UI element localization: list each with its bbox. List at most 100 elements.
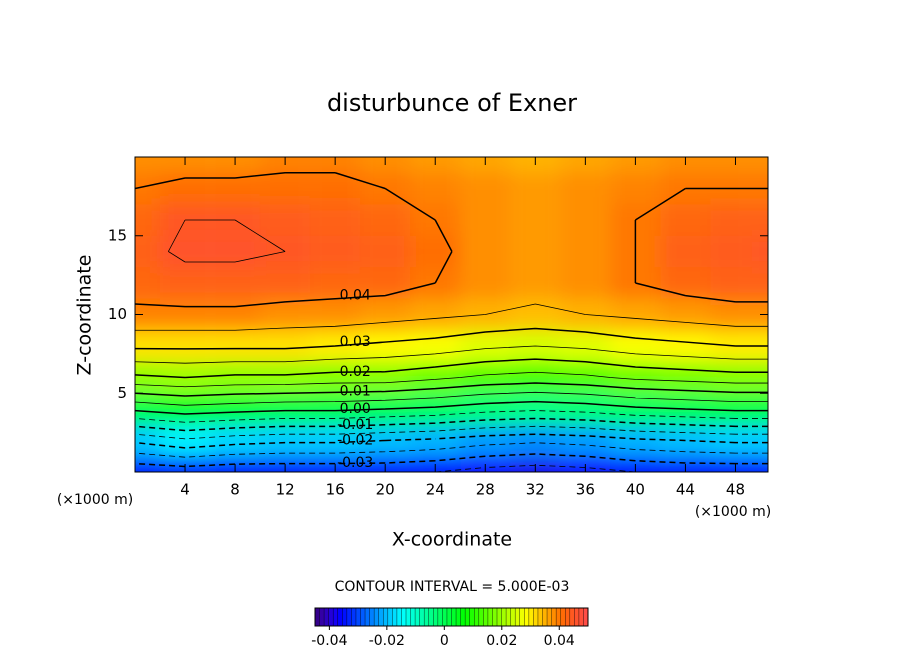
contours xyxy=(135,172,768,472)
contour-line xyxy=(135,391,768,406)
cell xyxy=(510,204,561,236)
colorbar-stripe xyxy=(383,608,389,626)
colorbar-stripe xyxy=(487,608,493,626)
x-tick-label: 48 xyxy=(726,481,745,499)
cell xyxy=(135,424,161,457)
colorbar-stripe xyxy=(328,608,334,626)
cell xyxy=(751,393,768,425)
colorbar-tick-label: 0.04 xyxy=(544,633,575,649)
cell xyxy=(460,267,511,299)
cell xyxy=(710,424,752,457)
colorbar-frame xyxy=(314,607,589,627)
colorbar-stripe xyxy=(547,608,552,626)
cell xyxy=(210,157,261,173)
colorbar-stripe xyxy=(315,608,320,626)
colorbar-stripe xyxy=(565,608,571,626)
cell xyxy=(660,267,711,299)
cell xyxy=(560,157,611,173)
cell xyxy=(660,204,711,236)
cell xyxy=(560,361,611,394)
cell xyxy=(460,157,511,173)
cell xyxy=(135,172,161,205)
colorbar-stripe xyxy=(424,608,430,626)
cell xyxy=(135,456,161,472)
cell xyxy=(751,456,768,472)
colorbar-stripe xyxy=(319,608,325,626)
colorbar-stripe xyxy=(583,608,589,626)
contour-line xyxy=(168,219,286,263)
colorbar-stripe xyxy=(355,608,361,626)
x-tick-label: 40 xyxy=(626,481,645,499)
cell xyxy=(210,330,261,362)
contour-label: -0.02 xyxy=(337,433,373,449)
cell xyxy=(460,330,511,362)
cell xyxy=(160,157,211,173)
colorbar-stripe xyxy=(478,608,484,626)
x-tick-label: 44 xyxy=(676,481,695,499)
x-unit-label: (×1000 m) xyxy=(695,504,771,520)
colorbar-stripe xyxy=(474,608,480,626)
cell xyxy=(310,172,361,205)
cell xyxy=(510,172,561,205)
cell xyxy=(751,267,768,299)
cell xyxy=(410,157,461,173)
cell xyxy=(160,393,211,425)
colorbar-stripe xyxy=(533,608,539,626)
cell xyxy=(660,298,711,331)
colorbar-tick-label: -0.04 xyxy=(311,633,347,649)
cell xyxy=(310,424,361,457)
cell xyxy=(510,298,561,331)
cell xyxy=(360,235,411,268)
colorbar-stripe xyxy=(410,608,416,626)
cell xyxy=(260,157,311,173)
colorbar-stripe xyxy=(365,608,370,626)
cell xyxy=(310,204,361,236)
colorbar-stripe xyxy=(469,608,475,626)
x-tick-label: 28 xyxy=(476,481,495,499)
colorbar-stripe xyxy=(578,608,584,626)
colorbar-stripe xyxy=(483,608,489,626)
cell xyxy=(410,235,461,268)
cell xyxy=(410,172,461,205)
y-tick-label: 5 xyxy=(117,384,127,402)
overlay: -0.03-0.02-0.010.000.010.020.030.044 8 12 1… xyxy=(108,156,769,649)
cell xyxy=(260,393,311,425)
colorbar-stripe xyxy=(451,608,457,626)
x-tick-label: 24 xyxy=(426,481,445,499)
contour-line xyxy=(135,433,768,449)
cell xyxy=(560,330,611,362)
colorbar-stripe xyxy=(351,608,357,626)
cell xyxy=(610,172,661,205)
cell xyxy=(260,204,311,236)
cell xyxy=(210,424,261,457)
contour-label: 0.00 xyxy=(340,401,371,417)
cell xyxy=(460,361,511,394)
contour-interval: CONTOUR INTERVAL = 5.000E-03 xyxy=(335,579,570,595)
colorbar-stripe xyxy=(406,608,411,626)
cell xyxy=(360,298,411,331)
y-axis-label: Z-coordinate xyxy=(74,255,96,376)
cell xyxy=(410,330,461,362)
cells xyxy=(135,157,768,472)
contour-line xyxy=(135,417,768,432)
x-tick-label: 8 xyxy=(230,481,240,499)
cell xyxy=(135,267,161,299)
cell xyxy=(135,330,161,362)
x-tick-label: 36 xyxy=(576,481,595,499)
x-tick-label: 4 xyxy=(180,481,190,499)
cell xyxy=(710,267,752,299)
cell xyxy=(751,157,768,173)
cell xyxy=(160,330,211,362)
cell xyxy=(560,204,611,236)
colorbar-stripe xyxy=(437,608,443,626)
cell xyxy=(260,172,311,205)
chart-title: disturbunce of Exner xyxy=(327,89,577,117)
cell xyxy=(260,267,311,299)
cell xyxy=(260,330,311,362)
contour-label: -0.03 xyxy=(337,455,373,471)
colorbar-stripe xyxy=(396,608,402,626)
cell xyxy=(610,424,661,457)
cell xyxy=(510,393,561,425)
cell xyxy=(460,235,511,268)
